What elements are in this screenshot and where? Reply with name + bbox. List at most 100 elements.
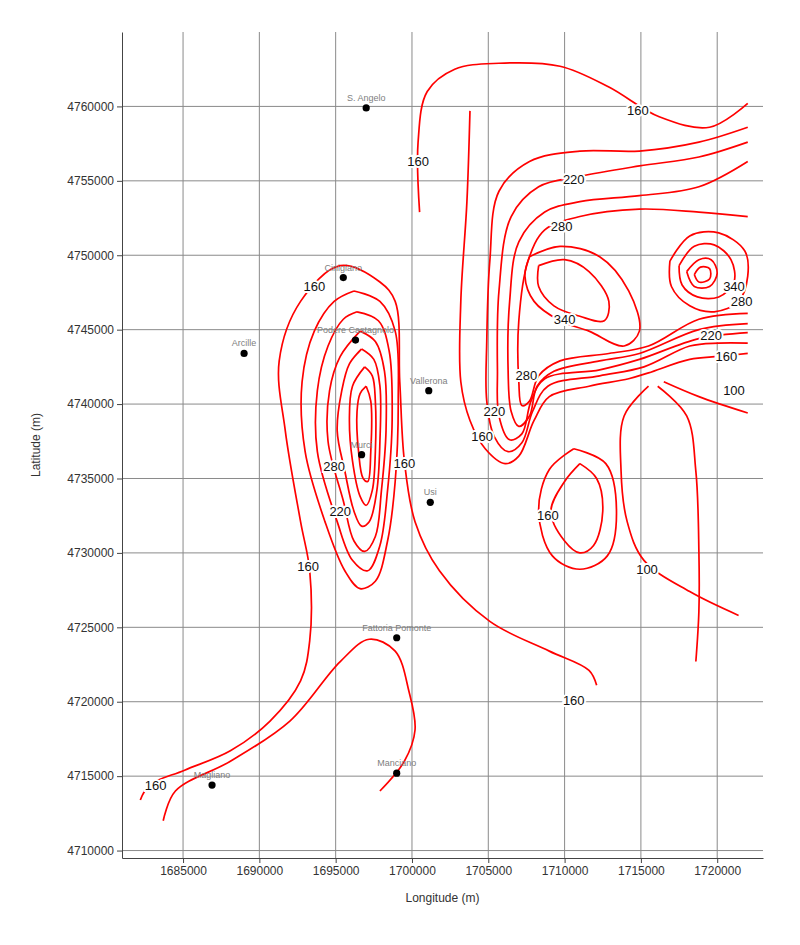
tick-label: 1705000 [465,864,512,878]
tick-label: 4745000 [67,323,114,337]
grid-line-y [122,850,763,851]
tick-mark [117,330,122,331]
tick: 4745000 [67,323,122,337]
contour-line [349,367,375,505]
town-marker [340,274,347,281]
grid-line-y [122,478,763,479]
tick: 1700000 [389,858,436,878]
town-marker [393,770,400,777]
tick-mark [117,553,122,554]
contour-line [140,265,596,800]
tick-label: 4750000 [67,249,114,263]
tick: 4750000 [67,249,122,263]
grid-line-y [122,701,763,702]
tick-label: 1715000 [618,864,665,878]
town-marker [208,781,215,788]
tick-mark [183,858,184,863]
contour-label: 280 [551,219,573,234]
town-marker [393,634,400,641]
tick-label: 1690000 [236,864,283,878]
contour-label: 220 [700,328,722,343]
contour-line [497,142,748,440]
town-marker [240,350,247,357]
tick-mark [117,255,122,256]
contour-label: 160 [471,429,493,444]
town-label: Podere Castagnolo [317,325,394,335]
town-label: Murci [351,440,373,450]
contour-label: 160 [297,559,319,574]
contour-label: 160 [537,508,559,523]
tick: 4730000 [67,546,122,560]
tick-label: 4730000 [67,546,114,560]
contour-label: 160 [145,778,167,793]
contour-label: 160 [716,349,738,364]
town-label: Cinigiano [325,263,363,273]
contour-line [620,386,738,615]
tick-label: 4720000 [67,695,114,709]
contour-label: 280 [731,294,753,309]
tick-mark [117,627,122,628]
grid-line-x [335,32,336,858]
town-label: Magliano [194,770,231,780]
town-label: Fattoria Pomonte [362,623,431,633]
tick-mark [117,478,122,479]
grid-line-x [717,32,718,858]
chart-container: 1601601602802201601601601602202803402802… [0,0,800,945]
contour-label: 280 [323,459,345,474]
contour-label: 220 [484,404,506,419]
plot-area [140,63,748,821]
tick-label: 1695000 [313,864,360,878]
grid [122,32,763,858]
contour-line [658,386,700,661]
tick-mark [565,858,566,863]
contour-label: 340 [723,279,745,294]
grid-line-y [122,180,763,181]
contour-label: 160 [303,279,325,294]
grid-line-x [183,32,184,858]
contour-line [357,386,372,481]
tick-mark [412,858,413,863]
tick-label: 1685000 [160,864,207,878]
contour-line [664,382,748,413]
grid-line-y [122,552,763,553]
x-axis-title: Longitude (m) [405,891,479,905]
contour-line [327,331,386,551]
grid-line-x [564,32,565,858]
grid-line-x [640,32,641,858]
axis-line [123,858,764,859]
town-label: Usi [424,487,437,497]
tick-label: 4755000 [67,174,114,188]
tick-mark [259,858,260,863]
contour-label: 100 [636,562,658,577]
grid-line-x [259,32,260,858]
y-axis-title: Latitude (m) [29,413,43,477]
contour-label: 280 [516,368,538,383]
grid-line-y [122,255,763,256]
contour-label: 160 [393,456,415,471]
tick-mark [117,702,122,703]
tick-mark [336,858,337,863]
tick-label: 4740000 [67,397,114,411]
tick-mark [117,106,122,107]
grid-line-y [122,627,763,628]
tick-label: 4725000 [67,621,114,635]
contour-label: 100 [723,383,745,398]
contour-label: 340 [554,312,576,327]
grid-line-y [122,329,763,330]
contour-line [687,258,718,288]
tick: 4740000 [67,397,122,411]
town-marker [363,104,370,111]
tick: 4735000 [67,472,122,486]
contour-line [315,312,392,571]
tick-mark [117,181,122,182]
town-label: Vallerona [410,376,447,386]
contour-line [518,209,748,406]
tick-label: 1720000 [694,864,741,878]
tick-label: 4715000 [67,769,114,783]
tick-label: 4735000 [67,472,114,486]
labels: 1601601602802201601601601602202803402802… [145,93,753,793]
town-marker [427,499,434,506]
contour-line [301,291,398,589]
contour-label: 160 [627,103,649,118]
tick: 1715000 [618,858,665,878]
